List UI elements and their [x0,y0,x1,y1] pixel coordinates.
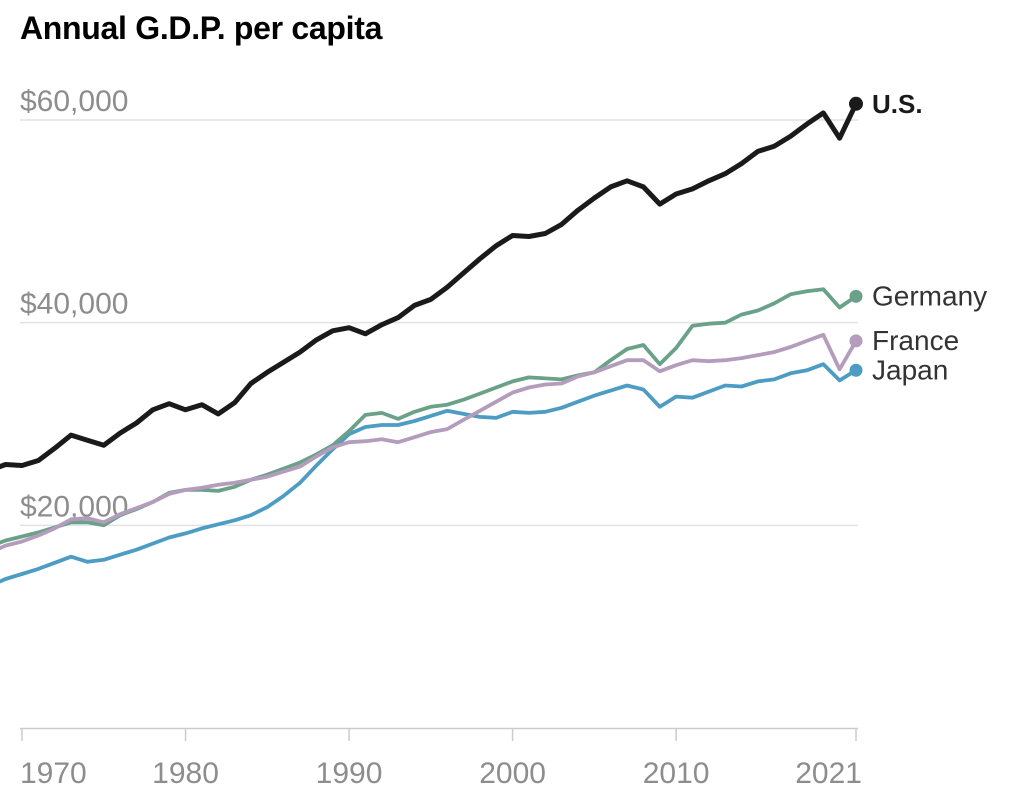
series-dot-france [849,334,863,348]
x-tick-label-2000: 2000 [479,757,546,790]
chart-title: Annual G.D.P. per capita [20,10,383,46]
x-tick-label-2010: 2010 [643,757,710,790]
y-tick-label-40000: $40,000 [20,288,128,321]
series-dot-japan [849,363,863,377]
series-label-japan: Japan [872,354,948,385]
x-tick-label-1980: 1980 [152,757,219,790]
series-label-france: France [872,325,959,356]
x-tick-label-1970: 1970 [20,757,87,790]
series-label-germany: Germany [872,280,987,311]
series-dot-us [849,96,863,111]
series-dot-germany [849,289,863,303]
series-line-japan [0,362,857,584]
series-line-france [0,332,858,551]
x-tick-label-1990: 1990 [316,757,383,790]
x-tick-label-2021: 2021 [795,757,862,790]
y-tick-label-60000: $60,000 [20,85,128,118]
series-line-us [0,102,859,470]
series-label-us: U.S. [872,89,923,119]
